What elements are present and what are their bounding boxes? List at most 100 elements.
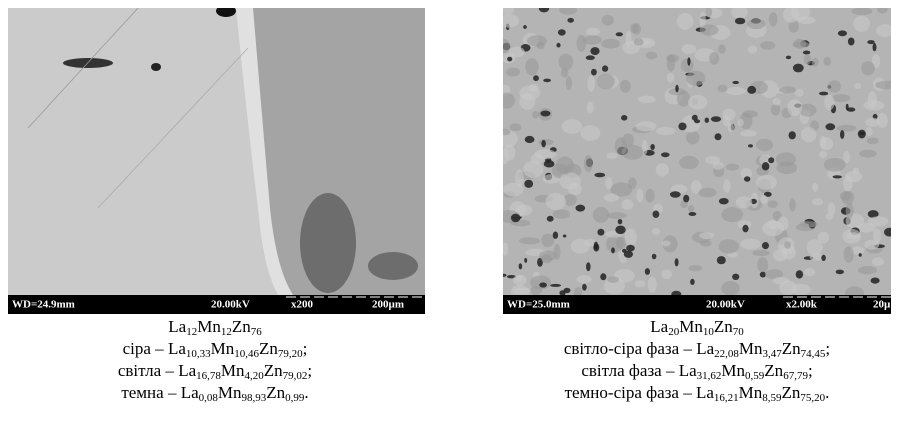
speck (799, 221, 818, 227)
phase-label: світла – (118, 361, 174, 380)
speck (779, 86, 796, 93)
element: La (650, 317, 668, 336)
element: Zn (232, 317, 251, 336)
speck (719, 239, 739, 254)
speck (825, 213, 833, 220)
scale-label: 200µm (372, 299, 404, 311)
speck (662, 241, 671, 247)
kv-label: 20.00kV (706, 299, 745, 311)
speck (513, 288, 531, 294)
speck (563, 235, 567, 238)
subscript: 12 (186, 326, 197, 338)
speck (859, 253, 862, 257)
subscript: 74,45 (801, 348, 826, 360)
element: Zn (266, 383, 285, 402)
speck (795, 89, 804, 97)
speck (709, 52, 719, 65)
subscript: 16,21 (714, 392, 739, 404)
element: La (696, 339, 714, 358)
subscript: 75,20 (800, 392, 825, 404)
speck (768, 157, 774, 163)
speck (677, 13, 694, 30)
speck (667, 73, 675, 83)
speck (540, 111, 550, 117)
speck (504, 144, 515, 160)
speck (561, 68, 568, 77)
speck (721, 281, 740, 296)
speck (820, 137, 833, 150)
speck (859, 150, 877, 158)
caption-line: світла фаза – La31,62Mn0,59Zn67,79; (480, 360, 899, 382)
speck (717, 85, 727, 92)
speck (726, 164, 739, 171)
caption-line: La12Mn12Zn76 (0, 316, 430, 338)
speck (606, 153, 617, 159)
element: Mn (218, 383, 242, 402)
speck (762, 162, 770, 170)
subscript: 0,59 (745, 370, 764, 382)
speck (558, 29, 566, 35)
speck (656, 163, 669, 176)
speck (621, 115, 627, 121)
element: Zn (782, 383, 801, 402)
speck (591, 69, 597, 76)
speck (847, 232, 860, 239)
wd-label: WD=25.0mm (507, 299, 570, 311)
speck (541, 234, 554, 248)
speck (553, 210, 570, 219)
speck (519, 85, 540, 100)
mag-label: x200 (291, 299, 314, 311)
speck (661, 152, 670, 157)
speck (812, 183, 818, 192)
speck (789, 131, 796, 139)
speck (868, 91, 877, 109)
speck (773, 277, 790, 284)
subscript: 22,08 (714, 348, 739, 360)
speck (699, 232, 714, 239)
speck (844, 246, 854, 263)
element: Zn (714, 317, 733, 336)
speck (670, 191, 681, 197)
speck (662, 270, 673, 280)
speck (620, 80, 631, 93)
speck (773, 249, 787, 261)
caption-line: світла – La16,78Mn4,20Zn79,02; (0, 360, 430, 382)
speck (725, 87, 746, 95)
speck (737, 119, 743, 126)
speck (533, 75, 539, 81)
subscript: 10,33 (186, 348, 211, 360)
speck (688, 95, 707, 110)
speck (756, 139, 773, 151)
speck (539, 251, 557, 261)
speck (748, 45, 758, 54)
caption-line: темно-сіра фаза – La16,21Mn8,59Zn75,20. (480, 382, 899, 404)
speck (611, 247, 615, 253)
speck (646, 52, 658, 59)
dark-phase (300, 193, 356, 293)
speck (543, 79, 551, 83)
punctuation: . (825, 383, 829, 402)
speck (742, 110, 758, 118)
speck (519, 237, 540, 244)
speck (601, 39, 620, 49)
speck (776, 162, 797, 174)
speck (715, 133, 722, 140)
speck (760, 195, 768, 204)
speck (626, 245, 635, 252)
speck (511, 214, 520, 223)
speck (853, 168, 859, 175)
subscript: 67,79 (783, 370, 808, 382)
speck (586, 262, 591, 271)
speck (652, 254, 657, 260)
speck (524, 258, 527, 263)
speck (747, 19, 765, 29)
speck (836, 270, 844, 275)
speck (735, 18, 745, 25)
speck (873, 43, 877, 51)
speck (825, 123, 835, 130)
speck (650, 144, 655, 150)
speck (752, 250, 770, 256)
element: Mn (211, 339, 235, 358)
page: WD=24.9mm 20.00kV x200 200µm WD=25.0mm 2… (0, 0, 899, 424)
speck (513, 275, 527, 285)
